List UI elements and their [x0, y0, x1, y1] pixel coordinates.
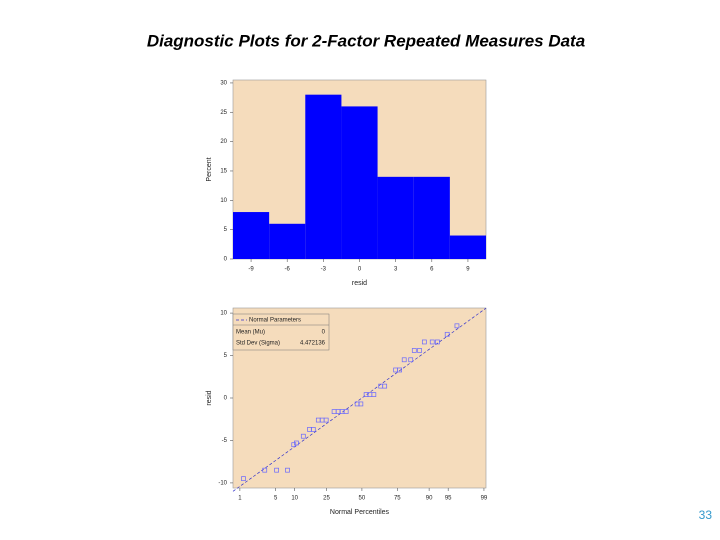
- data-point: [401, 357, 407, 363]
- data-point: [285, 467, 290, 473]
- data-point: [262, 467, 268, 473]
- histogram-bar: [377, 176, 414, 259]
- histogram-bar: [341, 106, 378, 259]
- data-point: [274, 467, 279, 473]
- y-tick-label: -5: [222, 438, 228, 444]
- y-tick-label: 30: [220, 81, 227, 87]
- data-point: [397, 367, 402, 373]
- histogram-bar: [449, 235, 486, 259]
- histogram-bar: [233, 212, 270, 259]
- legend-label: Mean (Mu): [236, 330, 265, 336]
- data-point: [300, 433, 306, 439]
- data-point: [421, 339, 427, 345]
- y-axis-label: Percent: [206, 157, 213, 181]
- data-point: [371, 392, 377, 397]
- data-point: [323, 417, 329, 423]
- x-tick-label: 3: [394, 267, 398, 273]
- y-tick-label: 0: [224, 257, 228, 263]
- histogram-bar: [413, 176, 450, 259]
- reference-line: [232, 307, 487, 492]
- x-tick-label: -3: [321, 267, 327, 273]
- legend-value: 0: [322, 330, 326, 336]
- x-tick-label: 90: [426, 496, 433, 502]
- x-tick-label: 25: [323, 496, 330, 502]
- x-tick-label: 1: [238, 496, 242, 502]
- data-point: [429, 339, 435, 345]
- legend-label: Std Dev (Sigma): [236, 341, 280, 347]
- x-tick-label: 75: [394, 496, 401, 502]
- data-point: [444, 331, 450, 337]
- page-number: 33: [699, 508, 713, 522]
- x-tick-label: 9: [466, 267, 470, 273]
- data-point: [382, 383, 388, 389]
- y-axis-label: resid: [206, 390, 213, 405]
- y-tick-label: -10: [218, 480, 227, 486]
- y-tick-label: 15: [220, 169, 227, 175]
- data-point: [310, 427, 316, 432]
- data-point: [454, 323, 460, 329]
- y-tick-label: 5: [224, 353, 228, 359]
- x-tick-label: 5: [274, 496, 278, 502]
- histogram-bar: [305, 94, 342, 259]
- x-tick-label: -6: [285, 267, 291, 273]
- y-tick-label: 0: [224, 396, 228, 402]
- y-tick-label: 10: [220, 311, 227, 317]
- data-point: [417, 348, 422, 353]
- x-axis-label: resid: [352, 280, 367, 287]
- x-axis-label: Normal Percentiles: [330, 509, 390, 516]
- data-point: [343, 409, 349, 414]
- data-point: [408, 357, 414, 363]
- x-tick-label: -9: [248, 267, 254, 273]
- x-tick-label: 50: [359, 496, 366, 502]
- legend-value: 4.472136: [300, 341, 326, 347]
- legend-box: [232, 313, 330, 351]
- data-point: [294, 440, 299, 446]
- histogram-bar: [269, 223, 306, 259]
- x-tick-label: 99: [481, 496, 488, 502]
- y-tick-label: 10: [220, 198, 227, 204]
- x-tick-label: 6: [430, 267, 434, 273]
- x-tick-label: 10: [291, 496, 298, 502]
- y-tick-label: 20: [220, 139, 227, 145]
- data-point: [358, 401, 364, 407]
- x-tick-label: 0: [358, 267, 362, 273]
- y-tick-label: 25: [220, 110, 227, 116]
- x-tick-label: 95: [445, 496, 452, 502]
- y-tick-label: 5: [224, 227, 228, 233]
- data-point: [411, 348, 417, 353]
- legend-title: Normal Parameters: [249, 318, 301, 324]
- data-point: [435, 339, 440, 345]
- slide-title: Diagnostic Plots for 2-Factor Repeated M…: [147, 31, 585, 50]
- data-point: [241, 476, 246, 482]
